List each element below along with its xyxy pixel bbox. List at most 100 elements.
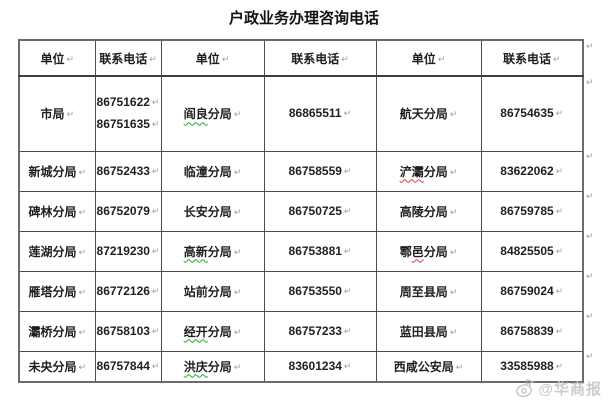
unit-name: 洪庆分局 ↵ [162, 358, 264, 375]
table-row: 莲湖分局 ↵ 87219230 ↵ 高新分局 ↵ 86753881 ↵ 鄠邑分局 ↵ 8482550… [18, 230, 584, 272]
pilcrow-icon: ↵ [151, 165, 160, 176]
unit-text: 灞桥分局 [28, 324, 77, 339]
unit-name: 临潼分局 ↵ [162, 163, 264, 180]
phone-number: 86757233 [288, 323, 342, 338]
unit-text: 市局 [40, 107, 65, 122]
unit-name: 鄠邑分局 ↵ [377, 243, 481, 260]
unit-name: 市局 ↵ [20, 105, 95, 122]
pilcrow-icon: ↵ [78, 206, 87, 217]
pilcrow-icon: ↵ [449, 166, 458, 177]
pilcrow-icon: ↵ [586, 151, 594, 161]
pilcrow-icon: ↵ [341, 53, 349, 64]
pilcrow-icon: ↵ [151, 97, 160, 108]
phone-line: 86751635 ↵ [96, 117, 161, 132]
unit-name: 长安分局 ↵ [162, 203, 264, 220]
phone-cell: 86758103 ↵ [94, 310, 162, 352]
unit-name: 西咸公安局 ↵ [377, 358, 481, 375]
pilcrow-icon: ↵ [555, 245, 564, 256]
unit-text: 未央分局 [28, 359, 77, 374]
pilcrow-icon: ↵ [151, 119, 160, 130]
header-label: 单位 [411, 51, 436, 66]
phone-number: 86865511 [288, 106, 342, 121]
unit-cell: 航天分局 ↵ [375, 75, 482, 152]
table-row: 市局 ↵ 86751622 ↵ 86751635 ↵ 阎良分局 ↵ 86865511 ↵ 航天分局 ↵… [18, 75, 584, 152]
unit-name: 雁塔分局 ↵ [20, 283, 95, 300]
unit-text: 莲湖分局 [28, 244, 77, 259]
pilcrow-icon: ↵ [66, 109, 75, 120]
pilcrow-icon: ↵ [66, 53, 75, 64]
table-row: 碑林分局 ↵ 86752079 ↵ 长安分局 ↵ 86750725 ↵ 高陵分局 ↵ 8675978… [18, 190, 584, 232]
unit-cell: 洪庆分局 ↵ [160, 350, 265, 382]
unit-cell: 新城分局 ↵ [18, 150, 96, 192]
phone-line: 86757233 ↵ [265, 324, 376, 339]
pilcrow-icon: ↵ [555, 325, 564, 336]
pilcrow-icon: ↵ [586, 41, 594, 51]
unit-text: 分局 [207, 359, 232, 374]
header-label: 联系电话 [291, 51, 340, 66]
phone-number: 86758559 [288, 163, 342, 178]
phone-number: 83601234 [288, 358, 342, 373]
phone-number: 86759785 [500, 203, 554, 218]
unit-text: 新城分局 [28, 164, 77, 179]
pilcrow-icon: ↵ [151, 360, 160, 371]
unit-cell: 雁塔分局 ↵ [18, 270, 96, 312]
phone-line: 83601234 ↵ [265, 359, 376, 374]
unit-text: 分局 [207, 324, 232, 339]
page-title: 户政业务办理咨询电话 [228, 10, 379, 27]
phone-cell: 87219230 ↵ [94, 230, 162, 272]
pilcrow-icon: ↵ [343, 108, 352, 119]
header-label: 单位 [40, 51, 65, 66]
phone-cell: 86752079 ↵ [94, 190, 162, 232]
unit-name: 阎良分局 ↵ [162, 105, 264, 122]
phone-cell: 86757233 ↵ [263, 310, 377, 352]
phone-cell: 33585988 ↵ [480, 350, 584, 382]
phone-cell: 86752433 ↵ [94, 150, 162, 192]
unit-name: 高新分局 ↵ [162, 243, 264, 260]
unit-cell: 西咸公安局 ↵ [375, 350, 482, 382]
phone-line: 86865511 ↵ [265, 106, 376, 121]
unit-name: 周至县局 ↵ [377, 283, 481, 300]
phone-cell: 84825505 ↵ [480, 230, 584, 272]
pilcrow-icon: ↵ [343, 285, 352, 296]
unit-text: 站前分局 [183, 284, 232, 299]
pilcrow-icon: ↵ [233, 206, 242, 217]
column-header: 联系电话 ↵ [94, 39, 162, 77]
pilcrow-icon: ↵ [555, 165, 564, 176]
phone-cell: 86754635 ↵ [480, 75, 584, 152]
phone-number: 86759024 [500, 283, 554, 298]
pilcrow-icon: ↵ [343, 360, 352, 371]
phone-number: 86754635 [500, 106, 554, 121]
unit-cell: 市局 ↵ [18, 75, 96, 152]
phone-line: 86752433 ↵ [96, 164, 161, 179]
unit-name: 碑林分局 ↵ [20, 203, 95, 220]
pilcrow-icon: ↵ [449, 206, 458, 217]
unit-cell: 周至县局 ↵ [375, 270, 482, 312]
phone-number: 86772126 [96, 283, 150, 298]
pilcrow-icon: ↵ [343, 165, 352, 176]
unit-cell: 未央分局 ↵ [18, 350, 96, 382]
pilcrow-icon: ↵ [233, 166, 242, 177]
phone-number: 86752079 [96, 203, 150, 218]
unit-name: 经开分局 ↵ [162, 323, 264, 340]
pilcrow-icon: ↵ [555, 285, 564, 296]
pilcrow-icon: ↵ [586, 311, 594, 321]
unit-cell: 经开分局 ↵ [160, 310, 265, 352]
unit-cell: 鄠邑分局 ↵ [375, 230, 482, 272]
watermark-label: @华商报 [538, 381, 602, 398]
unit-text: 航天分局 [399, 107, 448, 122]
phone-line: 86754635 ↵ [482, 106, 583, 121]
pilcrow-icon: ↵ [343, 325, 352, 336]
unit-text: 鄠 [399, 244, 412, 259]
phone-cell: 86759785 ↵ [480, 190, 584, 232]
unit-name: 未央分局 ↵ [20, 358, 95, 375]
unit-text: 分局 [207, 107, 232, 122]
header-label: 联系电话 [502, 51, 551, 66]
phone-line: 86758839 ↵ [482, 324, 583, 339]
unit-text: 邑 [411, 244, 424, 259]
unit-text: 高陵分局 [399, 204, 448, 219]
phone-line: 87219230 ↵ [96, 244, 161, 259]
unit-cell: 高陵分局 ↵ [375, 190, 482, 232]
unit-name: 航天分局 ↵ [377, 105, 481, 122]
phone-cell: 86865511 ↵ [263, 75, 377, 152]
unit-text: 分局 [423, 244, 448, 259]
